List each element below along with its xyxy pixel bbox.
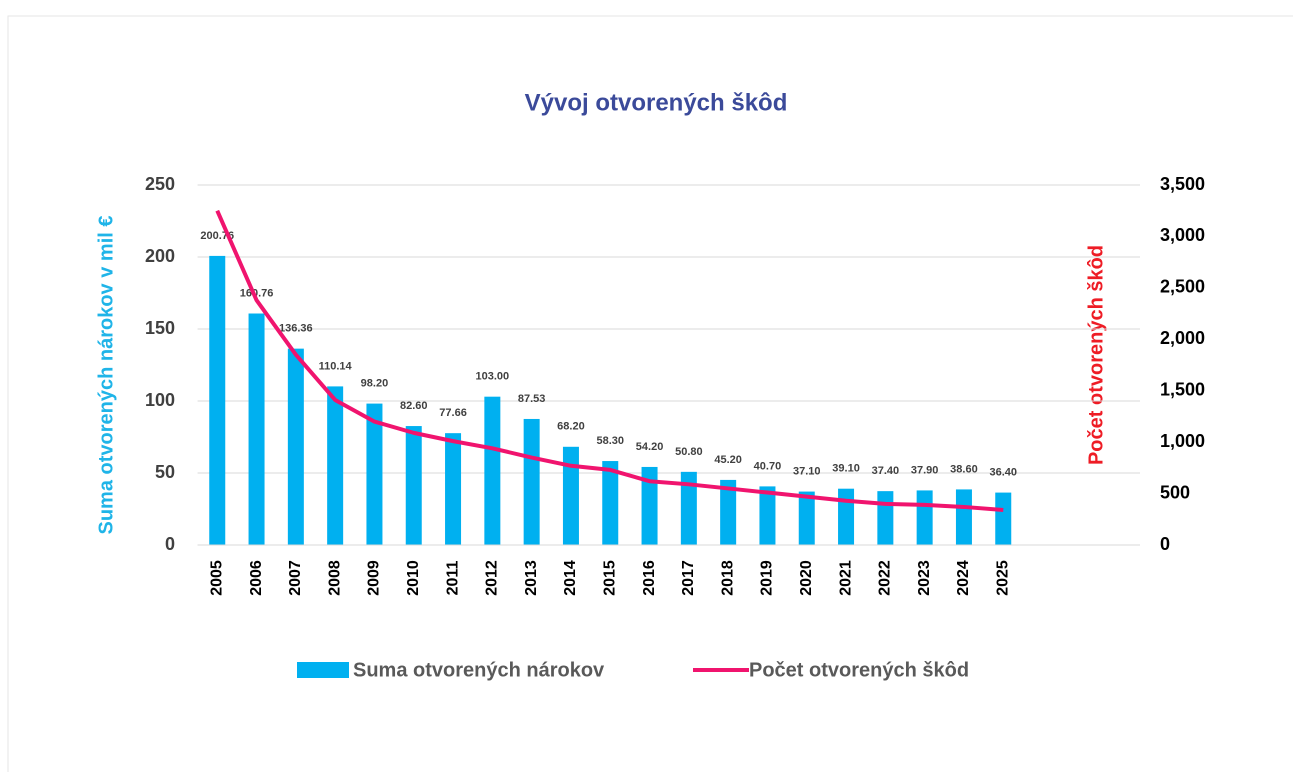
y-tick-label: 250 xyxy=(145,174,175,194)
y2-tick-label: 3,500 xyxy=(1160,174,1205,194)
line xyxy=(215,209,1004,513)
legend-label: Suma otvorených nárokov xyxy=(353,659,605,681)
x-tick-label: 2012 xyxy=(484,560,501,596)
x-tick-label: 2020 xyxy=(798,560,815,596)
x-tick-label: 2010 xyxy=(405,560,422,596)
bar xyxy=(209,255,226,546)
data-label: 98.20 xyxy=(361,377,389,389)
y2-tick-label: 1,000 xyxy=(1160,431,1205,451)
data-label: 54.20 xyxy=(636,441,664,453)
bar xyxy=(366,403,383,545)
bar xyxy=(955,489,972,545)
y2-tick-label: 0 xyxy=(1160,534,1170,554)
bar xyxy=(798,491,815,545)
chart-title: Vývoj otvorených škôd xyxy=(525,89,788,116)
x-tick-label: 2021 xyxy=(837,560,854,596)
x-tick-label: 2009 xyxy=(366,560,383,596)
data-label: 45.20 xyxy=(714,454,742,466)
bar xyxy=(877,491,894,545)
bar xyxy=(562,446,579,545)
bar xyxy=(248,313,265,545)
bar xyxy=(995,492,1012,545)
bar xyxy=(680,471,697,545)
x-tick-label: 2023 xyxy=(916,560,933,596)
y-tick-label: 50 xyxy=(155,462,175,482)
bar xyxy=(641,466,658,545)
y2-axis-label: Počet otvorených škôd xyxy=(1085,245,1107,465)
data-label: 160.76 xyxy=(240,287,274,299)
x-tick-label: 2007 xyxy=(287,560,304,596)
data-label: 110.14 xyxy=(319,360,353,372)
x-tick-label: 2013 xyxy=(523,560,540,596)
frame xyxy=(7,15,1293,772)
y2-tick-label: 500 xyxy=(1160,482,1190,502)
x-tick-label: 2025 xyxy=(994,560,1011,596)
y-tick-label: 0 xyxy=(165,534,175,554)
data-label: 77.66 xyxy=(439,407,467,419)
x-tick-label: 2016 xyxy=(641,560,658,596)
y2-tick-label: 2,500 xyxy=(1160,277,1205,297)
x-tick-label: 2005 xyxy=(208,560,225,596)
x-tick-label: 2008 xyxy=(326,560,343,596)
bar xyxy=(327,386,344,545)
y-axis-label: Suma otvorených nárokov v mil € xyxy=(95,216,117,535)
data-label: 36.40 xyxy=(989,466,1017,478)
bar xyxy=(523,418,540,545)
y-tick-label: 150 xyxy=(145,318,175,338)
bar xyxy=(287,348,304,545)
data-label: 40.70 xyxy=(754,460,782,472)
bar xyxy=(602,461,619,545)
bar xyxy=(720,479,737,545)
data-label: 87.53 xyxy=(518,393,546,405)
x-tick-label: 2024 xyxy=(955,560,972,596)
data-label: 58.30 xyxy=(596,435,624,447)
x-tick-label: 2014 xyxy=(562,560,579,596)
data-label: 37.40 xyxy=(872,465,900,477)
legend-swatch xyxy=(297,662,349,678)
y2-tick-label: 3,000 xyxy=(1160,225,1205,245)
x-tick-label: 2019 xyxy=(759,560,776,596)
data-label: 50.80 xyxy=(675,446,703,458)
data-label: 37.10 xyxy=(793,465,821,477)
bar xyxy=(445,433,462,545)
data-label: 103.00 xyxy=(476,371,510,383)
data-label: 39.10 xyxy=(832,463,860,475)
bar xyxy=(838,488,855,545)
y-tick-label: 200 xyxy=(145,246,175,266)
bar xyxy=(759,486,776,545)
x-tick-label: 2018 xyxy=(719,560,736,596)
x-tick-label: 2011 xyxy=(444,561,461,596)
data-label: 38.60 xyxy=(950,463,978,475)
y-tick-label: 100 xyxy=(145,390,175,410)
x-tick-label: 2006 xyxy=(248,560,265,596)
legend-label: Počet otvorených škôd xyxy=(749,659,969,681)
bar xyxy=(484,396,501,545)
x-tick-label: 2022 xyxy=(877,560,894,596)
data-label: 82.60 xyxy=(400,400,428,412)
x-tick-label: 2017 xyxy=(680,560,697,596)
data-label: 37.90 xyxy=(911,464,939,476)
bar xyxy=(916,490,933,545)
data-label: 68.20 xyxy=(557,421,585,433)
y2-tick-label: 1,500 xyxy=(1160,379,1205,399)
bar xyxy=(405,426,422,545)
x-tick-label: 2015 xyxy=(601,560,618,596)
data-label: 136.36 xyxy=(279,323,313,335)
y2-tick-label: 2,000 xyxy=(1160,328,1205,348)
